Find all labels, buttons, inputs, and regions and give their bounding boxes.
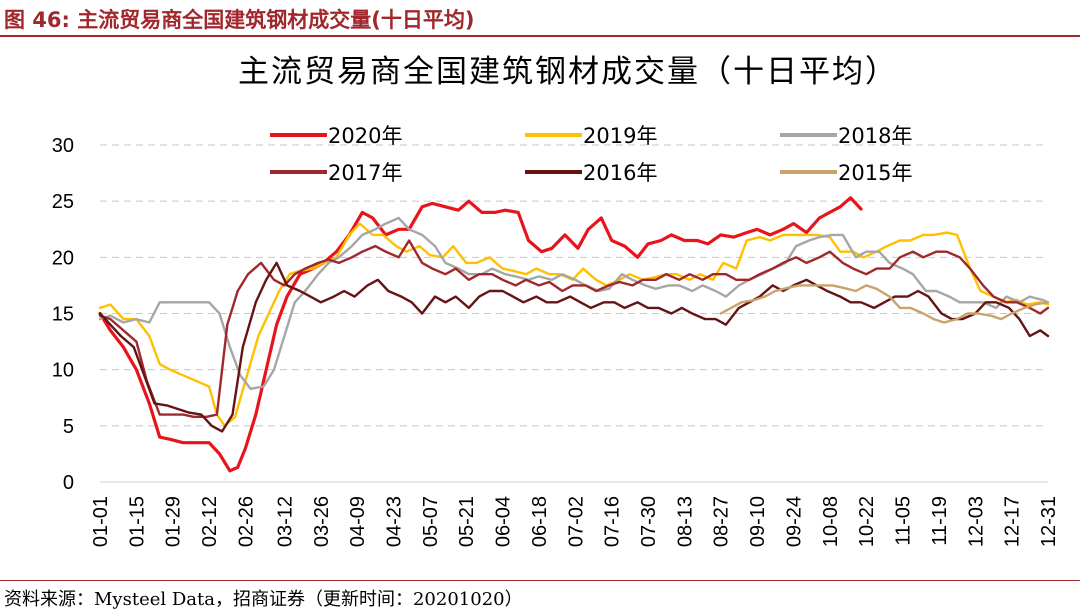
x-tick-label: 08-27 xyxy=(711,496,733,547)
x-tick-label: 01-01 xyxy=(90,496,112,547)
legend: 2020年 2019年 2018年 2017年 2016年 2015年 xyxy=(270,124,912,185)
x-tick-label: 03-12 xyxy=(274,496,296,547)
legend-label: 2018年 xyxy=(838,124,912,148)
x-tick-label: 07-02 xyxy=(565,496,587,547)
x-tick-label: 10-22 xyxy=(856,496,878,547)
legend-label: 2016年 xyxy=(583,161,657,185)
x-tick-label: 06-04 xyxy=(493,496,515,547)
x-tick-label: 05-21 xyxy=(456,496,478,547)
x-tick-label: 01-15 xyxy=(126,496,148,547)
x-tick-label: 02-12 xyxy=(199,496,221,547)
y-tick-label: 0 xyxy=(63,472,74,494)
footer-rule xyxy=(0,580,1080,581)
y-tick-label: 10 xyxy=(52,360,74,382)
x-tick-label: 07-30 xyxy=(638,496,660,547)
series-line xyxy=(98,239,1050,418)
x-tick-label: 09-10 xyxy=(747,496,769,547)
x-tick-label: 04-23 xyxy=(383,496,405,547)
y-tick-label: 25 xyxy=(52,191,74,213)
x-tick-label: 08-13 xyxy=(674,496,696,547)
x-tick-label: 02-26 xyxy=(235,496,257,547)
x-tick-label: 10-08 xyxy=(820,496,842,547)
x-tick-label: 12-17 xyxy=(1002,496,1024,547)
header-rule xyxy=(0,35,1080,37)
x-tick-label: 04-09 xyxy=(347,496,369,547)
x-tick-label: 03-26 xyxy=(311,496,333,547)
x-tick-label: 07-16 xyxy=(602,496,624,547)
series-line xyxy=(719,284,1050,324)
chart-title: 主流贸易商全国建筑钢材成交量（十日平均） xyxy=(238,54,898,90)
x-tick-label: 06-18 xyxy=(529,496,551,547)
y-tick-label: 15 xyxy=(52,304,74,326)
y-tick-label: 30 xyxy=(52,135,74,157)
x-tick-label: 09-24 xyxy=(783,496,805,547)
gridlines xyxy=(100,144,1048,483)
series-line xyxy=(98,196,863,473)
figure-header: 图 46: 主流贸易商全国建筑钢材成交量(十日平均) xyxy=(0,0,1080,37)
x-tick-label: 05-07 xyxy=(420,496,442,547)
x-tick-label: 12-03 xyxy=(965,496,987,547)
y-tick-label: 20 xyxy=(52,247,74,269)
x-axis-ticks: 01-01 01-15 01-29 02-12 02-26 03-12 03-26 04-09… xyxy=(90,496,1060,547)
x-tick-label: 12-31 xyxy=(1038,496,1060,547)
legend-label: 2020年 xyxy=(328,124,402,148)
series-lines xyxy=(98,196,1050,473)
legend-label: 2015年 xyxy=(838,161,912,185)
y-axis-ticks: 0 5 10 15 20 25 30 xyxy=(52,135,74,494)
x-tick-label: 11-19 xyxy=(929,496,951,546)
x-tick-label: 11-05 xyxy=(893,496,915,546)
x-tick-label: 01-29 xyxy=(163,496,185,547)
legend-label: 2019年 xyxy=(583,124,657,148)
series-line xyxy=(98,261,1050,433)
figure-label: 图 46: 主流贸易商全国建筑钢材成交量(十日平均) xyxy=(4,8,475,32)
legend-label: 2017年 xyxy=(328,161,402,185)
y-tick-label: 5 xyxy=(63,416,74,438)
source-note: 资料来源：Mysteel Data，招商证券（更新时间：20201020） xyxy=(4,589,523,610)
